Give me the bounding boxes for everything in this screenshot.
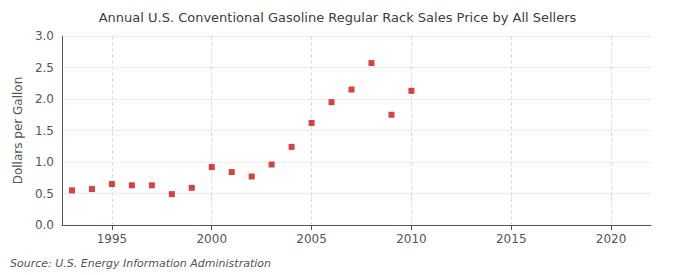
svg-text:0.0: 0.0 [35,218,54,232]
svg-text:1995: 1995 [97,232,128,246]
svg-text:2010: 2010 [396,232,427,246]
svg-text:2.0: 2.0 [35,92,54,106]
svg-text:Dollars per Gallon: Dollars per Gallon [11,77,25,185]
svg-text:Annual U.S. Conventional Gasol: Annual U.S. Conventional Gasoline Regula… [99,10,577,25]
svg-text:1.0: 1.0 [35,155,54,169]
svg-text:3.0: 3.0 [35,29,54,43]
svg-text:0.5: 0.5 [35,187,54,201]
svg-text:1.5: 1.5 [35,124,54,138]
svg-text:2015: 2015 [496,232,527,246]
svg-text:2000: 2000 [196,232,227,246]
svg-text:2005: 2005 [296,232,327,246]
svg-text:2020: 2020 [596,232,627,246]
svg-text:2.5: 2.5 [35,61,54,75]
svg-text:Source: U.S. Energy Informatio: Source: U.S. Energy Information Administ… [10,257,271,270]
